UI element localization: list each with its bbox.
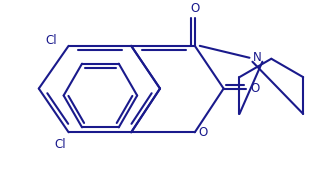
Text: Cl: Cl [45,34,57,47]
Text: O: O [190,2,199,15]
Text: O: O [251,82,260,95]
Text: N: N [253,51,262,64]
Text: O: O [199,126,208,139]
Text: Cl: Cl [55,138,67,151]
